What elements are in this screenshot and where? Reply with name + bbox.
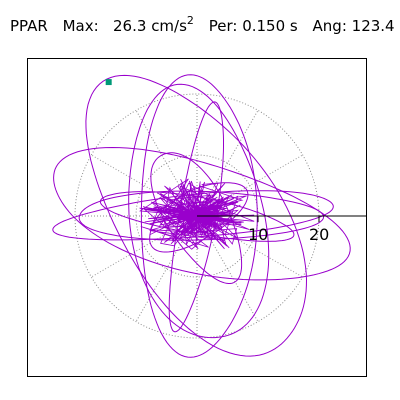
orbit-traces bbox=[52, 74, 351, 358]
grid-spoke bbox=[196, 110, 259, 217]
orbit-trace bbox=[128, 83, 270, 339]
period-label: Per: bbox=[208, 17, 238, 35]
grid-spoke bbox=[196, 215, 303, 278]
component-label: PPAR bbox=[10, 17, 48, 35]
grid-spoke bbox=[196, 154, 303, 217]
angle-value: 123.4 bbox=[351, 17, 395, 35]
max-value: 26.3 bbox=[113, 17, 147, 35]
grid-spoke bbox=[135, 215, 198, 322]
max-unit: cm/s bbox=[151, 17, 187, 35]
radial-tick-label: 20 bbox=[309, 225, 329, 244]
period-value: 0.150 bbox=[242, 17, 286, 35]
orbit-trace bbox=[168, 101, 224, 333]
radial-axis: 10 20 bbox=[197, 215, 366, 244]
max-label: Max: bbox=[62, 17, 99, 35]
orbit-trace bbox=[85, 74, 308, 357]
max-unit-exponent: 2 bbox=[186, 14, 194, 27]
orbit-trace bbox=[140, 74, 258, 358]
dense-core-trace bbox=[139, 178, 255, 250]
grid-spoke bbox=[91, 215, 198, 278]
angle-label: Ang: bbox=[312, 17, 347, 35]
grid-spoke bbox=[135, 110, 198, 217]
plot-frame bbox=[27, 58, 367, 377]
grid-spoke bbox=[91, 154, 198, 217]
peak-markers bbox=[105, 79, 112, 86]
radial-tick-label: 10 bbox=[248, 225, 268, 244]
orbit-trace bbox=[99, 191, 295, 242]
chart-header: PPAR Max: 26.3 cm/s2 Per: 0.150 s Ang: 1… bbox=[10, 14, 395, 35]
period-unit: s bbox=[289, 17, 298, 35]
peak-marker bbox=[105, 79, 112, 86]
grid-spoke bbox=[196, 215, 259, 322]
orbit-trace bbox=[53, 146, 351, 281]
orbit-trace bbox=[150, 152, 243, 284]
orbit-trace bbox=[52, 190, 334, 241]
